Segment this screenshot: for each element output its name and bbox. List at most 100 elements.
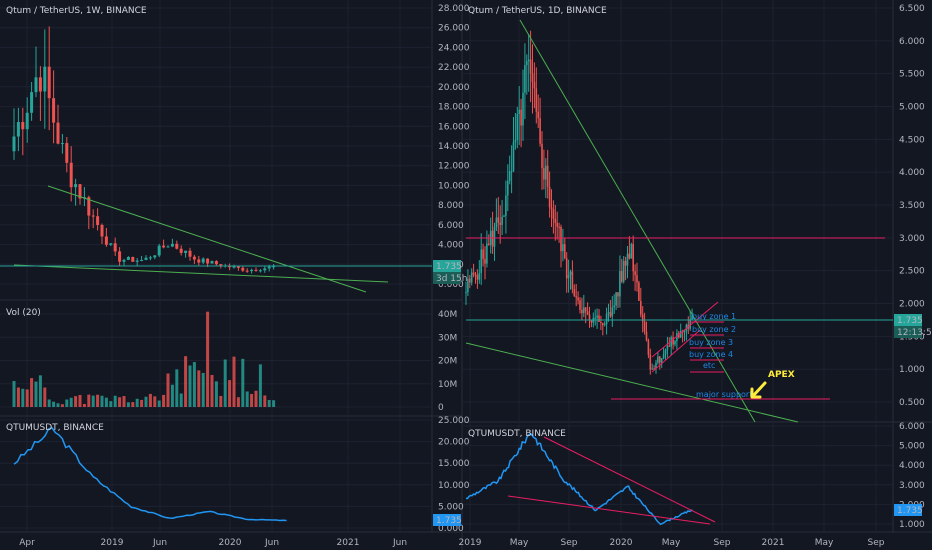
volume-bar [30, 378, 34, 407]
candle-body [104, 236, 108, 245]
volume-bar [179, 393, 183, 407]
volume-bar [100, 395, 104, 407]
candle-body [214, 261, 218, 265]
candle-body [157, 245, 161, 256]
right-time-tick-label: May [662, 538, 681, 548]
candle-body [569, 271, 572, 276]
left-price-tick-label: 6.000 [438, 221, 464, 231]
volume-bar [223, 359, 227, 407]
candle-body [34, 77, 38, 93]
candle-body [126, 256, 130, 260]
left-price-tick-label: 18.000 [438, 103, 470, 113]
candle-body [638, 282, 640, 301]
candle-body [501, 216, 503, 225]
right-osc-badge: 1.735 [897, 506, 923, 516]
candle-body [611, 307, 614, 317]
volume-bar [236, 397, 240, 407]
right-osc-trend-lower [507, 495, 711, 525]
major-support-label: major support [696, 390, 752, 399]
right-time-tick-label: Sep [868, 538, 885, 548]
volume-bar [135, 398, 139, 407]
volume-bar [232, 356, 236, 407]
candle-body [590, 320, 593, 323]
candle-body [467, 278, 469, 293]
candle-body [660, 358, 663, 363]
candle-body [512, 142, 515, 172]
candle-body [166, 246, 170, 248]
left-timer-badge: 3d 15h [436, 274, 467, 284]
right-osc-badge-bg [894, 504, 922, 516]
candle-body [30, 92, 34, 113]
right-osc-trend-upper [543, 436, 716, 523]
right-osc-tick-label: 1.000 [899, 520, 925, 530]
right-time-tick-label: May [510, 538, 529, 548]
candle-body [653, 368, 655, 370]
candle-body [236, 266, 240, 268]
candle-body [683, 331, 686, 333]
right-price-tick-label: 5.500 [899, 70, 925, 80]
candle-body [605, 313, 608, 325]
left-price-tick-label: 8.000 [438, 201, 464, 211]
volume-bar [118, 397, 122, 407]
candle-body [607, 312, 610, 314]
candle-body [556, 222, 558, 227]
candle-body [548, 186, 551, 208]
right-osc-tick-label: 6.000 [899, 422, 925, 432]
candle-body [478, 273, 481, 280]
candle-body [632, 243, 634, 272]
left-price-tick-label: 4.000 [438, 241, 464, 251]
drawings [0, 19, 893, 525]
left-time-tick-label: 2019 [101, 538, 124, 548]
left-osc-tick-label: 5.000 [438, 502, 464, 512]
candle-body [25, 112, 29, 130]
candle-body [575, 296, 577, 298]
volume-bar [170, 384, 174, 407]
left-volume-title: Vol (20) [6, 308, 41, 318]
apex-arrow-icon [750, 381, 767, 399]
volume-bar [47, 399, 51, 407]
volume-bar [87, 394, 91, 407]
volume-bar [43, 387, 47, 407]
left-osc-tick-label: 20.000 [438, 438, 470, 448]
right-wedge-upper [651, 301, 719, 358]
candle-body [480, 249, 482, 274]
candle-body [12, 136, 16, 152]
candle-body [527, 59, 530, 62]
candle-body [109, 243, 113, 245]
candle-body [210, 261, 214, 264]
left-timer-badge-bg [433, 272, 461, 284]
left-trendline-upper [47, 185, 367, 293]
candle-body [539, 118, 541, 144]
candle-body [52, 98, 56, 123]
right-price-tick-label: 3.000 [899, 234, 925, 244]
right-chart-title: Qtum / TetherUS, 1D, BINANCE [468, 6, 607, 16]
candle-body [676, 333, 678, 342]
right-time-tick-label: May [815, 538, 834, 548]
right-trendline-lower [465, 342, 799, 423]
volume-bar [52, 401, 56, 407]
candle-body [558, 226, 560, 228]
volume-bar [245, 391, 249, 407]
candle-body [192, 256, 196, 260]
candle-body [258, 270, 262, 272]
candle-body [47, 66, 51, 99]
left-volume-tick-label: 20M [438, 357, 457, 367]
candle-body [662, 354, 665, 359]
volume-bar [126, 402, 130, 407]
volume-bar [74, 396, 78, 407]
candle-body [564, 244, 566, 259]
volume-bar [175, 369, 179, 407]
right-price-tick-label: 6.500 [899, 4, 925, 14]
candle-body [505, 195, 507, 216]
candle-body [510, 171, 513, 173]
right-price-tick-label: 4.000 [899, 168, 925, 178]
candle-body [495, 217, 498, 228]
candle-body [465, 292, 467, 294]
left-osc-badge: 1.735 [436, 516, 462, 526]
volume-bar [254, 390, 258, 407]
candle-body [250, 269, 254, 272]
candle-body [533, 81, 536, 89]
candle-body [670, 337, 672, 347]
